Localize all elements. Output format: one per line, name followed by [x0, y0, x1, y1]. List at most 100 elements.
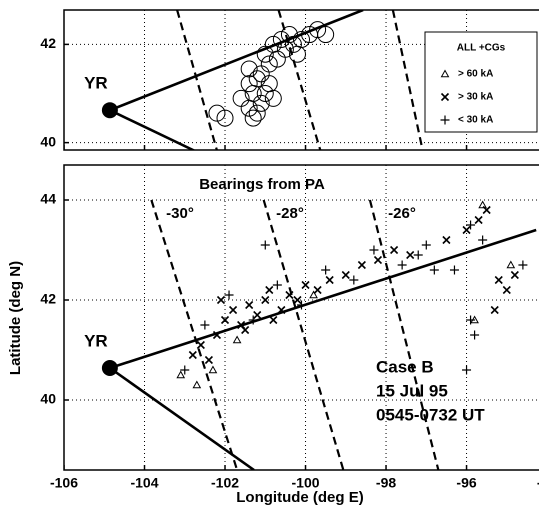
- cross-marker: [462, 225, 471, 235]
- circle-marker: [216, 109, 234, 127]
- case-text: 15 Jul 95: [376, 381, 448, 400]
- plus-marker: [462, 365, 472, 375]
- bearing-line: [262, 199, 345, 470]
- x-tick-label: -100: [292, 475, 320, 491]
- plus-marker: [440, 115, 450, 125]
- cross-marker: [265, 285, 274, 295]
- plus-marker: [200, 320, 210, 330]
- cross-marker: [204, 355, 213, 365]
- plus-marker: [321, 265, 331, 275]
- circle-marker: [240, 60, 258, 78]
- cross-marker: [293, 295, 302, 305]
- triangle-marker: [440, 69, 450, 78]
- plus-marker: [349, 275, 359, 285]
- triangle-marker: [192, 380, 202, 389]
- circle-marker: [284, 35, 302, 53]
- station-marker: [101, 102, 118, 119]
- plus-marker: [466, 220, 476, 230]
- cross-marker: [390, 245, 399, 255]
- y-axis-label: Latitude (deg N): [7, 261, 24, 375]
- cross-marker: [253, 310, 262, 320]
- bearing-line: [368, 199, 440, 470]
- plus-marker: [413, 250, 423, 260]
- plus-marker: [397, 260, 407, 270]
- bearing-label: -26°: [388, 205, 416, 222]
- circle-marker: [252, 94, 270, 112]
- plus-marker: [470, 330, 480, 340]
- station-label: YR: [84, 331, 108, 350]
- baseline: [109, 109, 195, 150]
- plus-marker: [449, 265, 459, 275]
- baseline: [109, 366, 255, 470]
- cross-marker: [301, 280, 310, 290]
- circle-marker: [264, 89, 282, 107]
- plus-marker: [180, 365, 190, 375]
- x-tick-label: -102: [211, 475, 239, 491]
- circle-marker: [268, 50, 286, 68]
- x-tick-label: -98: [376, 475, 396, 491]
- cross-marker: [212, 330, 222, 340]
- station-label: YR: [84, 74, 108, 93]
- triangle-marker: [232, 335, 242, 344]
- circle-marker: [256, 85, 274, 103]
- circle-marker: [317, 26, 335, 44]
- x-tick-label: -96: [456, 475, 476, 491]
- plot-area: [64, 165, 539, 470]
- plus-marker: [272, 280, 282, 290]
- plot-frame: [63, 9, 539, 151]
- legend-label: > 30 kA: [458, 92, 493, 103]
- cross-marker: [261, 295, 270, 305]
- plus-marker: [518, 260, 528, 270]
- legend-title: ALL +CGs: [457, 43, 506, 54]
- cross-marker: [474, 215, 483, 225]
- plus-marker: [466, 315, 476, 325]
- cross-marker: [490, 305, 499, 315]
- circle-marker: [244, 109, 262, 127]
- circle-marker: [248, 104, 266, 122]
- cross-marker: [325, 275, 334, 285]
- cross-marker: [277, 305, 286, 315]
- cross-marker: [269, 315, 278, 325]
- plus-marker: [224, 290, 234, 300]
- triangle-marker: [208, 365, 218, 374]
- y-tick-label: 44: [40, 191, 56, 207]
- cross-marker: [245, 300, 254, 310]
- legend-label: < 30 kA: [458, 115, 493, 126]
- cross-marker: [440, 92, 450, 102]
- cross-marker: [482, 205, 491, 215]
- cross-marker: [442, 235, 451, 245]
- bearing-line: [176, 10, 218, 150]
- plus-marker: [260, 240, 270, 250]
- circle-marker: [272, 30, 290, 48]
- y-tick-label: 42: [40, 35, 56, 51]
- bearing-line: [150, 199, 239, 470]
- bearing-label: -28°: [276, 205, 304, 222]
- plus-marker: [297, 300, 306, 310]
- cross-marker: [216, 295, 226, 305]
- cross-marker: [341, 270, 350, 280]
- cross-marker: [494, 275, 503, 285]
- circle-marker: [208, 104, 226, 122]
- legend-box: [424, 31, 538, 133]
- triangle-marker: [309, 290, 318, 299]
- y-tick-label: 42: [40, 291, 56, 307]
- plus-marker: [369, 245, 379, 255]
- plus-marker: [421, 240, 431, 250]
- cross-marker: [188, 350, 197, 360]
- y-tick-label: 40: [40, 133, 56, 149]
- case-text: 0545-0732 UT: [376, 405, 485, 424]
- case-text: Case B: [376, 357, 434, 376]
- x-tick-label: -106: [50, 475, 78, 491]
- plus-marker: [429, 265, 439, 275]
- bearing-label: -30°: [166, 205, 194, 222]
- circle-marker: [309, 21, 327, 39]
- y-tick-label: 40: [40, 391, 56, 407]
- bearing-line: [277, 10, 322, 150]
- bearing-line: [391, 10, 424, 150]
- triangle-marker: [506, 260, 516, 269]
- circle-marker: [280, 26, 298, 44]
- annotation: Bearings from PA: [199, 176, 325, 193]
- triangle-marker: [176, 370, 186, 379]
- cross-marker: [357, 260, 366, 270]
